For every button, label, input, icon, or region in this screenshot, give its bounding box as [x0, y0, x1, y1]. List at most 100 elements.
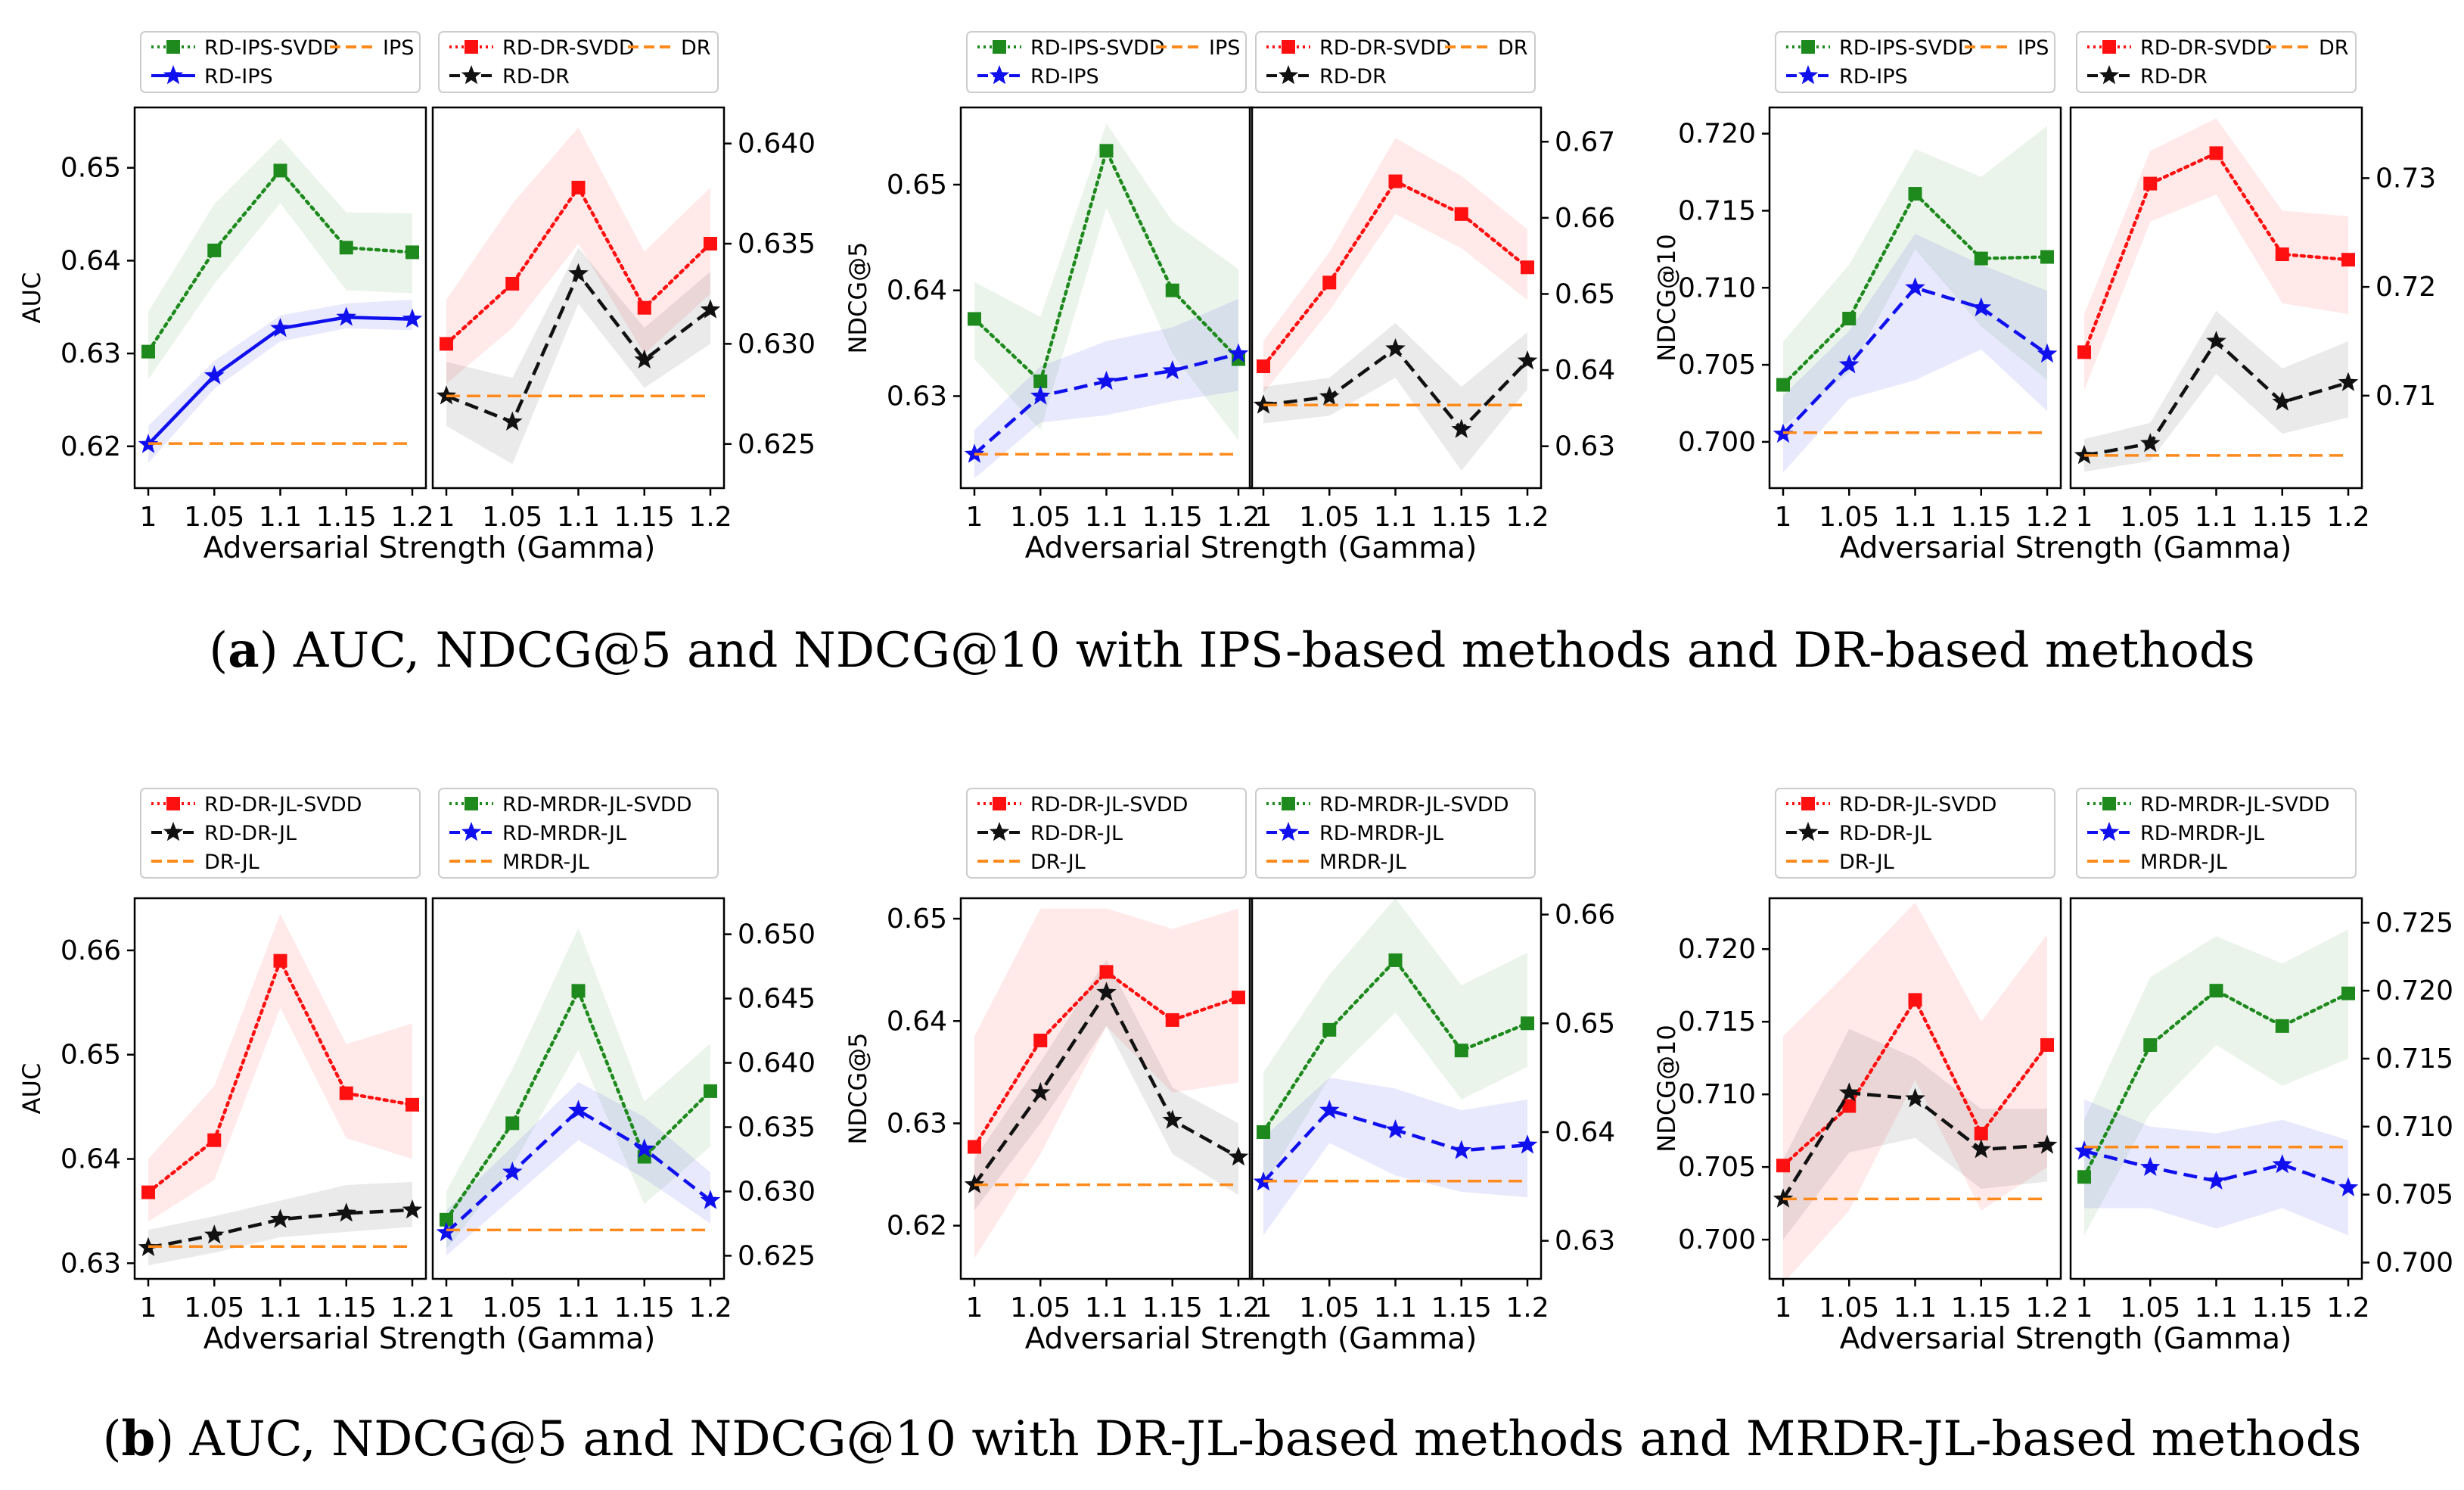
point-rd-mrdr-jl-svdd	[572, 984, 586, 997]
legend-entry-rd-dr-svdd: RD-DR-SVDD	[502, 36, 635, 60]
y-tick-label: 0.65	[1555, 278, 1615, 310]
y-tick-label: 0.71	[2375, 381, 2436, 412]
point-rd-dr-jl-svdd	[405, 1098, 419, 1112]
x-tick-label: 1	[438, 502, 455, 533]
legend-entry-dr: DR	[2319, 36, 2349, 60]
legend-entry-rd-ips: RD-IPS	[204, 65, 273, 89]
y-tick-label: 0.63	[1555, 431, 1615, 462]
y-tick-label: 0.72	[2375, 272, 2436, 303]
y-axis-label: NDCG@10	[1652, 234, 1681, 361]
point-rd-mrdr-jl-svdd	[1257, 1125, 1270, 1139]
legend-marker	[465, 797, 478, 810]
point-rd-mrdr-jl-svdd	[1389, 953, 1403, 967]
y-tick-label: 0.64	[61, 1144, 121, 1175]
chart-a-ndcg5: 1 1.05 1.1 1.15 1.20.630.640.65NDCG@5RD-IPS-…	[844, 32, 1615, 565]
legend-entry-rd-dr-svdd: RD-DR-SVDD	[1319, 36, 1452, 60]
point-rd-dr-jl-svdd	[141, 1186, 155, 1199]
x-tick-label: 1.1	[557, 502, 600, 533]
point-rd-dr-jl-svdd	[1975, 1127, 1988, 1140]
x-tick-label: 1.15	[316, 1292, 377, 1324]
x-tick-label: 1.05	[1010, 502, 1070, 533]
x-tick-label: 1.2	[1216, 1292, 1260, 1324]
caption-b-label: b	[121, 1411, 155, 1467]
x-tick-label: 1.1	[1374, 502, 1417, 533]
y-tick-label: 0.73	[2375, 163, 2436, 194]
panel-right: 1 1.05 1.1 1.15 1.20.630.640.650.66RD-MRDR-J…	[1250, 789, 1615, 1324]
y-tick-label: 0.64	[61, 245, 121, 276]
point-rd-mrdr-jl-svdd	[1521, 1016, 1534, 1030]
point-rd-ips-svdd	[207, 244, 221, 257]
legend-entry-rd-mrdr-jl-svdd: RD-MRDR-JL-SVDD	[502, 793, 692, 817]
caption-b-text: AUC, NDCG@5 and NDCG@10 with DR-JL-based…	[190, 1411, 2362, 1467]
x-tick-label: 1.1	[259, 502, 302, 533]
point-rd-dr-svdd	[1455, 207, 1468, 221]
x-tick-label: 1	[2076, 1292, 2093, 1324]
x-tick-label: 1.1	[2195, 502, 2238, 533]
x-tick-label: 1.2	[1505, 502, 1549, 533]
point-rd-mrdr-jl-svdd	[2077, 1170, 2091, 1184]
legend-marker	[993, 40, 1006, 54]
panel-right: 1 1.05 1.1 1.15 1.20.710.720.73RD-DR-SVDDRD-…	[2071, 32, 2436, 533]
legend-marker	[2102, 40, 2116, 54]
x-tick-label: 1.2	[2025, 1292, 2068, 1324]
x-tick-label: 1.05	[2120, 502, 2180, 533]
x-axis-label: Adversarial Strength (Gamma)	[1840, 531, 2292, 565]
point-rd-mrdr-jl-svdd	[1455, 1044, 1468, 1057]
point-rd-dr-jl-svdd	[1776, 1159, 1790, 1172]
x-tick-label: 1.2	[688, 502, 732, 533]
legend-entry-rd-dr-svdd: RD-DR-SVDD	[2140, 36, 2273, 60]
legend-entry-rd-mrdr-jl: RD-MRDR-JL	[502, 822, 626, 845]
y-tick-label: 0.66	[1555, 900, 1615, 931]
y-axis-label: NDCG@5	[844, 241, 872, 353]
x-axis-label: Adversarial Strength (Gamma)	[204, 531, 656, 565]
legend-entry-rd-ips-svdd: RD-IPS-SVDD	[1839, 36, 1974, 60]
y-tick-label: 0.625	[738, 429, 816, 460]
point-rd-dr-svdd	[638, 301, 651, 315]
y-axis-label: NDCG@5	[844, 1032, 872, 1144]
legend-entry-ips: IPS	[2018, 36, 2049, 60]
y-tick-label: 0.635	[738, 229, 816, 260]
y-tick-label: 0.710	[1678, 1079, 1756, 1110]
panel-left: 1 1.05 1.1 1.15 1.2 0.700 0.705 0.710 0.715 0.720…	[1652, 789, 2069, 1324]
x-tick-label: 1.15	[2252, 1292, 2313, 1324]
x-tick-label: 1.05	[2120, 1292, 2180, 1324]
y-tick-label: 0.650	[738, 919, 816, 950]
panel-right: 1 1.05 1.1 1.15 1.20.6250.6300.6350.6400.645…	[433, 789, 816, 1324]
point-rd-ips-svdd	[274, 163, 287, 177]
y-tick-label: 0.640	[738, 1048, 816, 1079]
caption-a-text: AUC, NDCG@5 and NDCG@10 with IPS-based m…	[294, 623, 2255, 679]
x-tick-label: 1	[1255, 1292, 1272, 1324]
x-tick-label: 1.05	[482, 1292, 542, 1324]
y-tick-label: 0.67	[1555, 126, 1615, 157]
point-rd-dr-jl-svdd	[340, 1087, 353, 1100]
point-rd-ips-svdd	[2040, 250, 2054, 264]
x-tick-label: 1	[1775, 502, 1792, 533]
x-tick-label: 1.05	[184, 502, 244, 533]
point-rd-mrdr-jl-svdd	[2143, 1038, 2157, 1052]
point-rd-ips-svdd	[1909, 187, 1922, 201]
legend-marker	[1282, 40, 1295, 54]
point-rd-ips-svdd	[340, 241, 353, 254]
legend-entry-mrdr-jl: MRDR-JL	[502, 851, 589, 874]
x-tick-label: 1	[966, 502, 983, 533]
y-axis-label: AUC	[17, 272, 46, 324]
legend-marker	[166, 797, 180, 810]
point-rd-ips-svdd	[1100, 144, 1114, 157]
legend-entry-rd-dr: RD-DR	[1319, 65, 1387, 89]
y-tick-label: 0.700	[1678, 1224, 1756, 1255]
legend-entry-rd-mrdr-jl-svdd: RD-MRDR-JL-SVDD	[2140, 793, 2330, 817]
y-tick-label: 0.625	[738, 1240, 816, 1271]
x-tick-label: 1.15	[1142, 502, 1203, 533]
point-rd-dr-svdd	[440, 337, 453, 350]
caption-b: (b) AUC, NDCG@5 and NDCG@10 with DR-JL-b…	[0, 1411, 2464, 1467]
x-axis-label: Adversarial Strength (Gamma)	[1840, 1322, 2292, 1356]
point-rd-dr-jl-svdd	[1232, 991, 1245, 1004]
x-tick-label: 1.2	[688, 1292, 732, 1324]
panel-right: 1 1.05 1.1 1.15 1.20.630.640.650.660.67RD-DR…	[1250, 32, 1615, 533]
y-tick-label: 0.63	[61, 338, 121, 369]
x-tick-label: 1.15	[614, 1292, 675, 1324]
y-tick-label: 0.720	[1678, 934, 1756, 965]
point-rd-mrdr-jl-svdd	[505, 1116, 519, 1130]
y-tick-label: 0.66	[1555, 203, 1615, 234]
point-rd-dr-svdd	[1322, 275, 1336, 289]
